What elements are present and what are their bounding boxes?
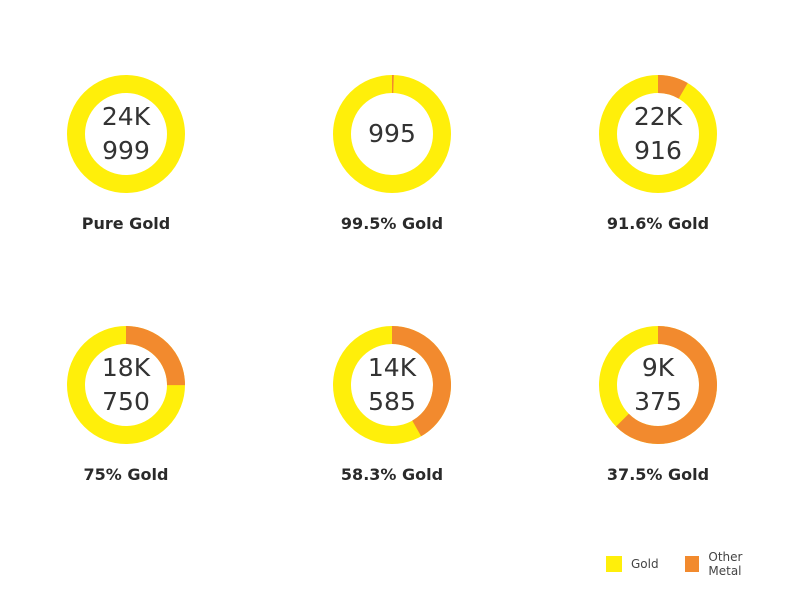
legend-label-other-metal: Other Metal	[708, 550, 743, 578]
legend-item-other-metal: Other Metal	[684, 550, 774, 578]
donut-ring	[67, 75, 185, 193]
donut-chart-18k: 18K 750 75% Gold	[46, 325, 206, 525]
donut-chart-24k: 24K 999 Pure Gold	[46, 74, 206, 274]
donut-ring	[599, 75, 717, 193]
other-metal-segment	[599, 75, 717, 193]
gold-segment	[67, 75, 185, 193]
karat-label: 22K	[633, 102, 683, 131]
donut-center-label: 24K 999	[66, 74, 186, 194]
donut-ring	[599, 326, 717, 444]
other-metal-segment	[333, 326, 451, 444]
purity-caption: 58.3% Gold	[340, 465, 444, 484]
fineness-label: 750	[102, 387, 150, 416]
karat-label: 18K	[101, 353, 151, 382]
other-metal-segment	[67, 326, 185, 444]
purity-caption: 99.5% Gold	[340, 214, 444, 233]
donut-ring	[333, 75, 451, 193]
karat-label: 24K	[101, 102, 151, 131]
donut-center-label: 18K 750	[66, 325, 186, 445]
other-metal-segment	[333, 75, 451, 193]
purity-caption: 75% Gold	[83, 465, 169, 484]
fineness-label: 916	[634, 136, 682, 165]
karat-label: 995	[368, 119, 416, 148]
donut-ring	[333, 326, 451, 444]
purity-caption: 37.5% Gold	[606, 465, 710, 484]
purity-caption: 91.6% Gold	[606, 214, 710, 233]
donut-center-label: 9K 375	[598, 325, 718, 445]
donut-chart-22k: 22K 916 91.6% Gold	[578, 74, 738, 274]
chart-legend: Gold Other Metal	[606, 550, 800, 578]
donut-ring	[67, 326, 185, 444]
donut-center-label: 14K 585	[332, 325, 452, 445]
fineness-label: 999	[102, 136, 150, 165]
karat-label: 14K	[367, 353, 417, 382]
donut-chart-9k: 9K 375 37.5% Gold	[578, 325, 738, 525]
donut-center-label: 22K 916	[598, 74, 718, 194]
donut-chart-995: 995 99.5% Gold	[312, 74, 472, 274]
donut-chart-14k: 14K 585 58.3% Gold	[312, 325, 472, 525]
fineness-label: 585	[368, 387, 416, 416]
legend-item-gold: Gold	[606, 556, 659, 572]
legend-swatch-gold	[606, 556, 622, 572]
karat-label: 9K	[641, 353, 675, 382]
legend-label-gold: Gold	[631, 557, 659, 571]
fineness-label: 375	[634, 387, 682, 416]
legend-swatch-other-metal	[684, 556, 700, 572]
donut-center-label: 995	[332, 74, 452, 194]
other-metal-segment	[599, 326, 717, 444]
purity-caption: Pure Gold	[81, 214, 171, 233]
